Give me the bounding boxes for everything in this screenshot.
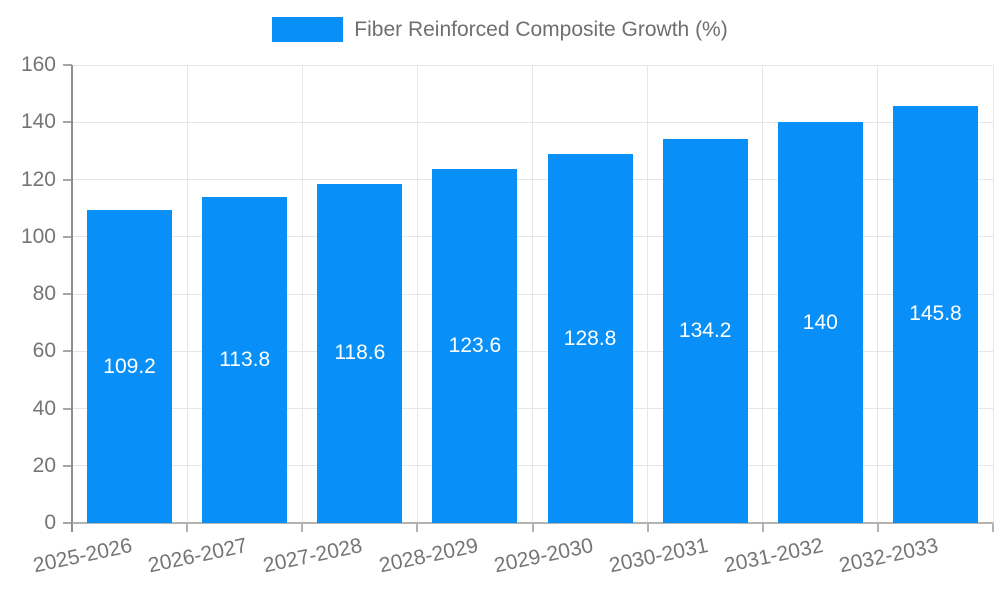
x-axis-label-wrap: 2032-2033 (715, 534, 940, 577)
gridline-vertical (416, 65, 418, 523)
y-axis-label: 40 (32, 396, 56, 420)
gridline-vertical (532, 65, 533, 523)
x-axis-tick (186, 523, 189, 532)
legend: Fiber Reinforced Composite Growth (%) (0, 17, 1000, 42)
bar-value-label: 123.6 (448, 334, 502, 358)
bar-value-label: 134.2 (678, 318, 732, 342)
y-axis-label: 0 (44, 511, 56, 534)
bar-value-label: 145.8 (909, 302, 962, 326)
x-axis-tick (531, 523, 534, 532)
bar-value-label: 140 (802, 310, 838, 334)
gridline-vertical (762, 65, 764, 523)
y-axis-label: 120 (20, 167, 56, 191)
y-axis-tick (63, 464, 72, 467)
y-axis-tick (63, 64, 72, 66)
bar-value-label: 128.8 (563, 326, 617, 350)
y-axis-tick (63, 178, 72, 181)
y-axis-line (71, 65, 73, 523)
y-axis-label: 100 (20, 224, 56, 248)
x-axis-tick (71, 523, 73, 532)
y-axis-tick (63, 293, 72, 295)
y-axis-label: 60 (32, 339, 56, 363)
y-axis-tick (63, 522, 72, 524)
y-axis-label: 80 (32, 282, 56, 305)
y-axis-tick (63, 121, 72, 124)
x-axis-line (72, 522, 993, 524)
bar: 123.6 (432, 169, 518, 523)
y-axis-tick (63, 407, 72, 410)
y-axis-label: 140 (20, 110, 56, 134)
x-axis-tick (646, 523, 649, 532)
x-axis-tick (876, 523, 879, 532)
x-axis-tick (992, 523, 994, 532)
x-axis-tick (301, 523, 304, 532)
gridline-vertical (301, 65, 303, 523)
bar: 118.6 (317, 183, 403, 523)
bar-value-label: 113.8 (219, 348, 271, 372)
bar: 134.2 (662, 138, 748, 523)
bar-value-label: 109.2 (103, 354, 156, 378)
gridline-vertical (647, 65, 649, 523)
bar: 140 (777, 122, 863, 523)
bar: 128.8 (547, 154, 633, 523)
y-axis-label: 20 (32, 453, 56, 477)
gridline-vertical (186, 65, 188, 523)
x-axis-tick (761, 523, 764, 532)
gridline-vertical (877, 65, 879, 523)
legend-swatch (272, 17, 344, 42)
legend-label: Fiber Reinforced Composite Growth (%) (354, 18, 728, 41)
y-axis-label: 160 (20, 53, 56, 76)
bar-value-label: 118.6 (334, 341, 386, 365)
bar: 109.2 (87, 210, 173, 523)
y-axis-tick (63, 350, 72, 353)
x-axis-label: 2032-2033 (837, 534, 941, 578)
bar: 145.8 (892, 105, 978, 523)
y-axis-tick (63, 235, 72, 238)
x-axis-tick (416, 523, 419, 532)
legend-item[interactable]: Fiber Reinforced Composite Growth (%) (272, 17, 728, 42)
bar: 113.8 (202, 197, 288, 523)
gridline-vertical (992, 65, 994, 523)
